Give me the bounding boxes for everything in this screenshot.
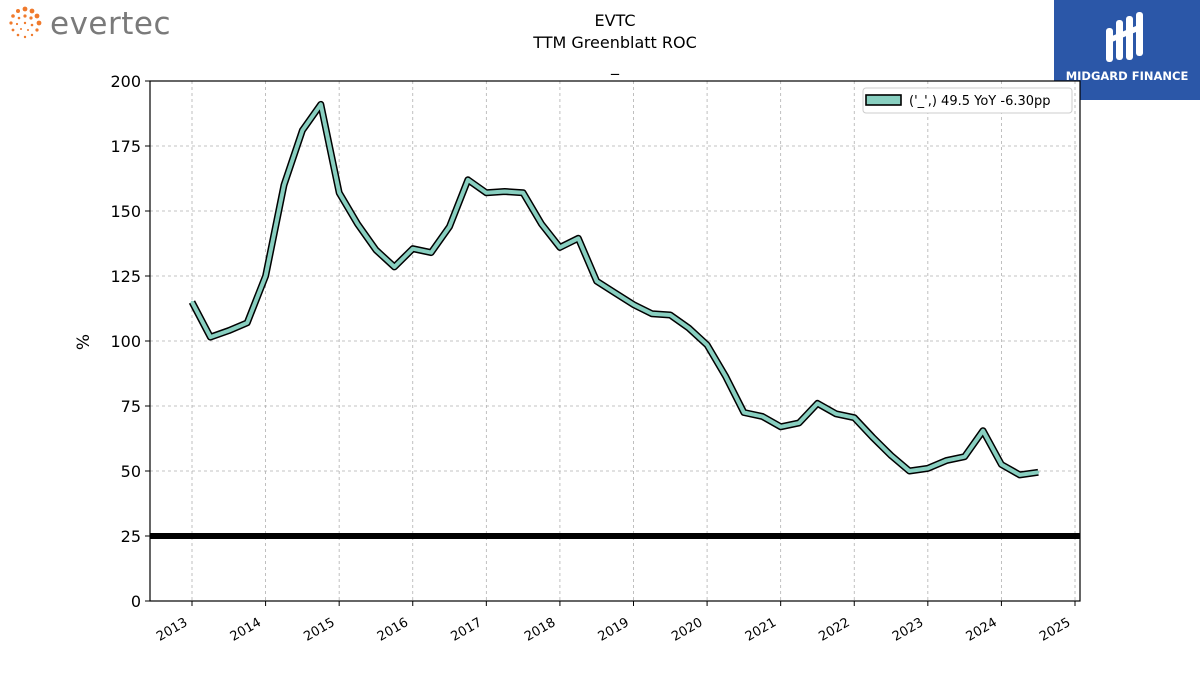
y-tick-label: 175 <box>110 137 141 156</box>
y-tick-label: 100 <box>110 332 141 351</box>
data-point <box>1018 473 1022 477</box>
data-point <box>558 246 562 249</box>
data-point <box>264 274 267 278</box>
data-point <box>963 455 966 458</box>
x-tick-label: 2017 <box>449 615 485 645</box>
x-tick-label: 2014 <box>228 615 264 645</box>
data-point <box>797 421 801 425</box>
y-axis-label: % <box>74 334 94 350</box>
data-point <box>540 222 543 226</box>
y-tick-label: 0 <box>131 592 141 611</box>
legend-swatch <box>865 94 902 106</box>
y-tick-label: 50 <box>121 462 141 481</box>
data-point <box>319 103 322 106</box>
data-point <box>356 222 359 226</box>
data-point <box>485 191 488 194</box>
legend-box <box>862 87 1073 114</box>
x-tick-label: 2016 <box>375 615 411 645</box>
y-tick-label: 25 <box>121 527 141 546</box>
data-point <box>779 425 782 428</box>
data-point <box>503 190 506 193</box>
midgard-logo-text: MIDGARD FINANCE <box>1065 69 1189 83</box>
data-point <box>577 237 580 240</box>
data-point <box>816 402 819 405</box>
evertec-logo: evertec <box>4 4 171 44</box>
x-tick-label: 2023 <box>890 615 926 645</box>
x-tick-label: 2025 <box>1037 615 1073 645</box>
y-tick-label: 75 <box>121 397 141 416</box>
plot-frame <box>149 80 1081 602</box>
evertec-logo-text: evertec <box>50 6 172 42</box>
data-point <box>411 247 414 250</box>
data-point <box>466 178 470 181</box>
data-point <box>227 329 230 332</box>
data-point <box>374 248 378 252</box>
y-tick-label: 125 <box>110 267 141 286</box>
data-point <box>908 469 911 473</box>
x-tick-label: 2018 <box>522 615 558 645</box>
x-tick-label: 2022 <box>816 615 852 645</box>
data-point <box>632 303 635 306</box>
data-point <box>393 265 396 269</box>
midgard-emblem-icon <box>1106 12 1143 62</box>
x-tick-label: 2015 <box>301 615 337 645</box>
x-tick-label: 2013 <box>154 615 190 645</box>
data-point <box>705 343 709 347</box>
legend-label: ('_',) 49.5 YoY -6.30pp <box>909 94 1051 109</box>
x-tick-label: 2020 <box>669 615 705 645</box>
data-point <box>1000 463 1003 466</box>
data-point <box>209 335 212 339</box>
data-point <box>724 374 727 378</box>
data-point <box>190 300 194 304</box>
evertec-dots-icon <box>9 6 42 39</box>
y-tick-label: 150 <box>110 202 141 221</box>
data-point <box>742 411 746 414</box>
chart-title: EVTC <box>594 11 636 30</box>
data-point <box>245 321 249 324</box>
data-point <box>981 429 985 432</box>
data-point <box>448 225 451 228</box>
data-point <box>889 454 893 457</box>
data-point <box>301 129 304 132</box>
data-point <box>429 251 433 254</box>
x-tick-label: 2021 <box>743 615 779 645</box>
data-point <box>926 467 930 470</box>
data-point <box>853 416 856 419</box>
chart-subtitle-2: _ <box>611 56 619 75</box>
y-tick-label: 200 <box>110 72 141 91</box>
data-point <box>871 436 874 439</box>
x-tick-label: 2019 <box>596 615 632 645</box>
data-point <box>650 312 654 315</box>
data-point <box>595 280 598 283</box>
data-point <box>945 459 948 462</box>
data-point <box>687 326 690 330</box>
data-point <box>834 412 838 415</box>
data-point <box>613 291 617 295</box>
data-point <box>1037 471 1040 474</box>
data-point <box>282 183 286 187</box>
data-point <box>761 415 764 418</box>
data-point <box>669 313 672 317</box>
chart-subtitle: TTM Greenblatt ROC <box>533 33 697 52</box>
data-point <box>521 191 525 194</box>
x-tick-label: 2024 <box>964 615 1000 645</box>
data-point <box>337 191 341 194</box>
